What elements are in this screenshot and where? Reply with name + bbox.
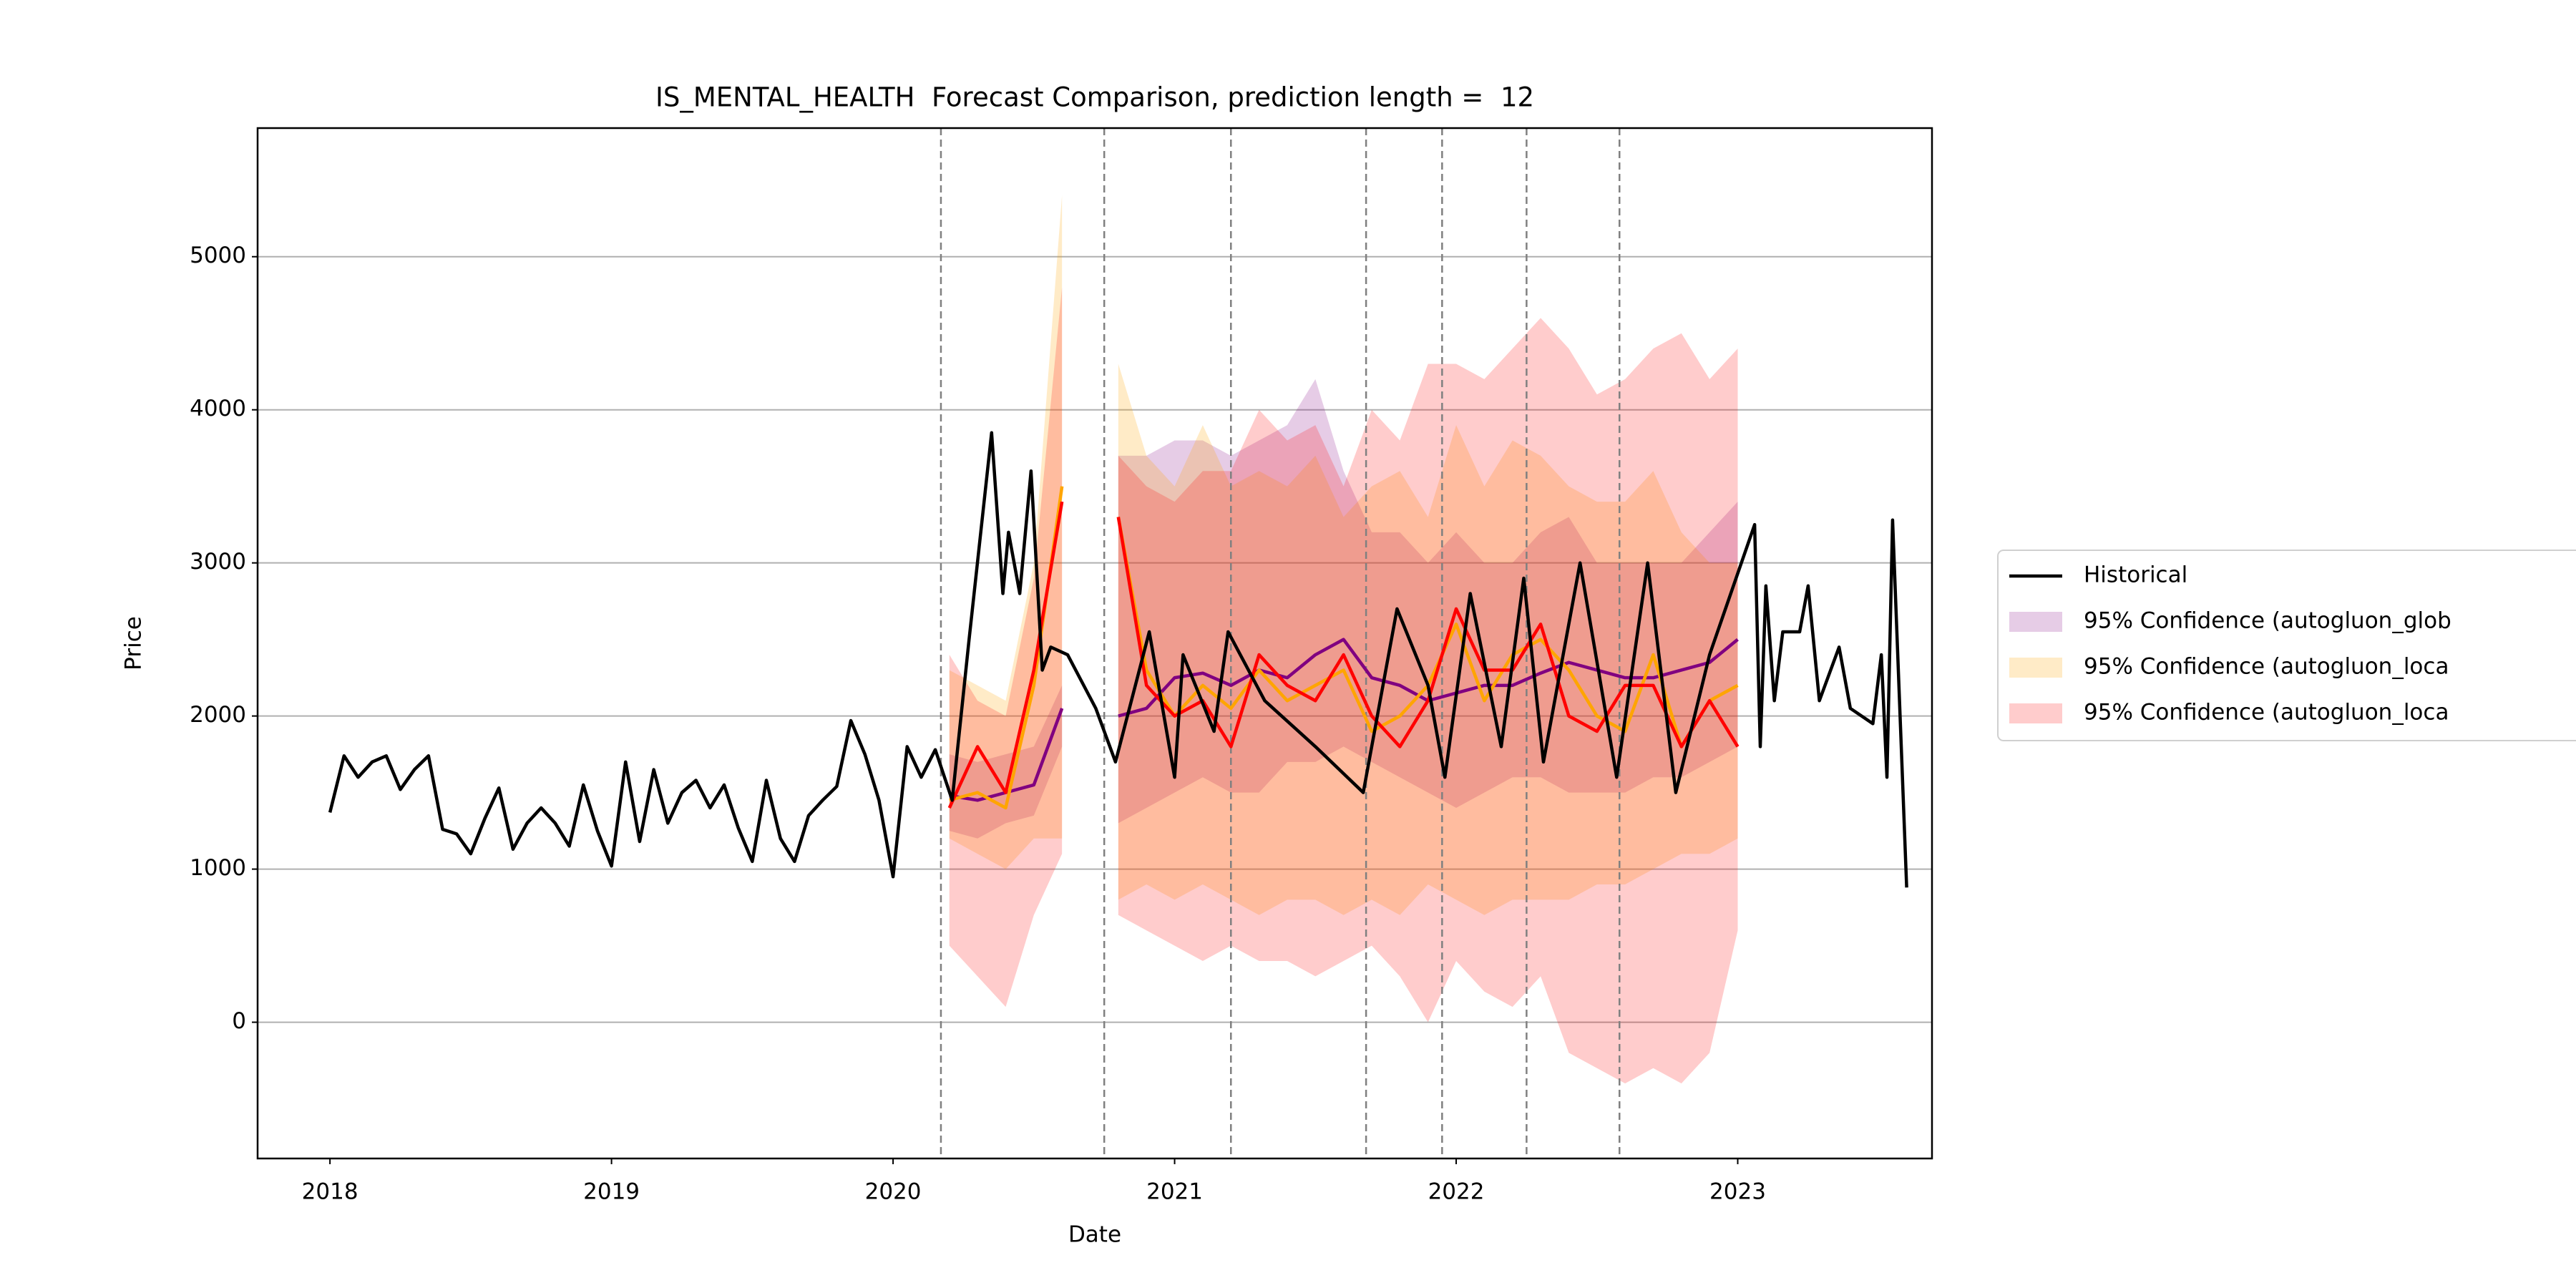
plot-area: [328, 128, 1908, 1158]
forecast-line: [947, 501, 1740, 809]
legend-label: Historical: [2084, 562, 2187, 588]
x-tick-label: 2022: [1428, 1179, 1485, 1205]
x-tick-label: 2021: [1146, 1179, 1203, 1205]
y-tick-label: 4000: [190, 396, 246, 421]
confidence-band: [949, 287, 1738, 1084]
y-axis-label: Price: [121, 616, 147, 670]
legend-swatch: [2009, 612, 2062, 632]
x-axis-label: Date: [1068, 1222, 1121, 1248]
historical-line: [328, 431, 1908, 888]
y-tick-label: 3000: [190, 549, 246, 575]
x-tick-label: 2020: [865, 1179, 922, 1205]
legend-label: 95% Confidence (autogluon_glob: [2084, 608, 2451, 634]
x-tick-label: 2019: [583, 1179, 640, 1205]
chart-title: IS_MENTAL_HEALTH Forecast Comparison, pr…: [655, 82, 1534, 113]
legend-box: [1997, 550, 2576, 741]
y-tick-label: 2000: [190, 702, 246, 728]
legend-swatch: [2009, 658, 2062, 678]
x-tick-label: 2023: [1709, 1179, 1766, 1205]
legend-label: 95% Confidence (autogluon_loca: [2084, 700, 2449, 726]
y-tick-label: 5000: [190, 243, 246, 268]
y-tick-label: 0: [232, 1008, 246, 1034]
legend-swatch: [2009, 703, 2062, 723]
y-tick-label: 1000: [190, 855, 246, 881]
legend-label: 95% Confidence (autogluon_loca: [2084, 654, 2449, 680]
x-tick-label: 2018: [302, 1179, 358, 1205]
plot-frame: [256, 127, 1933, 1160]
